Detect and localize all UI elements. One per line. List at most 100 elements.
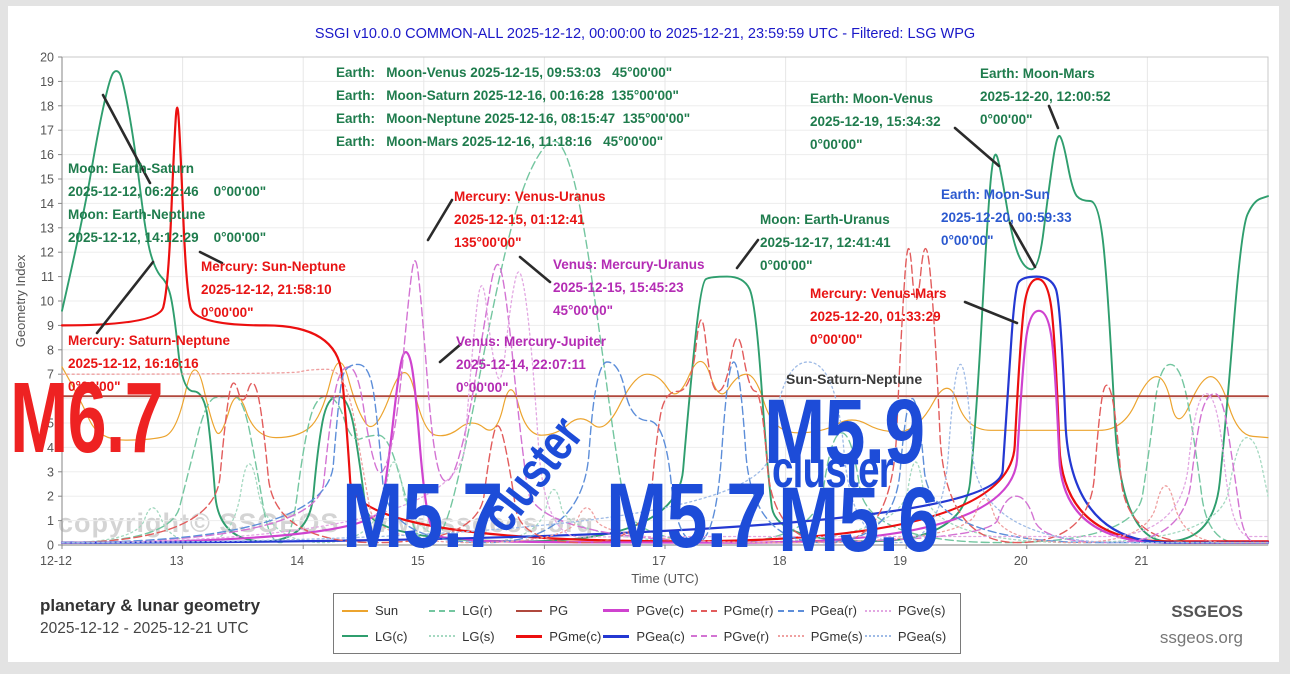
annotation-line: 135°00'00" [454,235,522,250]
legend-label: PGea(c) [636,628,685,644]
annotation-line: Mercury: Sun-Neptune [201,259,346,274]
x-tick-label: 15 [411,554,425,568]
annotation-line: 2025-12-20, 12:00:52 [980,89,1111,104]
y-axis-label: Geometry Index [13,254,28,347]
y-tick-label: 13 [40,221,54,235]
magnitude-m5-6: M5.6 [778,469,939,571]
annotation-line: 2025-12-17, 12:41:41 [760,235,891,250]
legend-label: PGme(r) [723,603,774,619]
legend-label: Sun [375,603,399,619]
footer-date-range: 2025-12-12 - 2025-12-21 UTC [40,620,249,637]
legend-label: LG(r) [462,603,493,619]
annotation-line: Earth: Moon-Neptune 2025-12-16, 08:15:47… [336,111,691,126]
annotation-line: Moon: Earth-Uranus [760,212,890,227]
legend-label: LG(c) [375,628,408,644]
legend-item-pgea_s: PGea(s) [864,628,952,644]
legend-line-sample [429,609,456,612]
annotation-line: 2025-12-15, 01:12:41 [454,212,585,227]
legend-line-sample [690,609,717,612]
y-tick-label: 4 [47,441,54,455]
y-tick-label: 0 [47,539,54,553]
y-tick-label: 14 [40,197,54,211]
legend-line-sample [777,635,804,638]
annotation-line: 0°00'00" [941,233,994,248]
annotation-mercury-venus-uranus: Mercury: Venus-Uranus 2025-12-15, 01:12:4… [454,185,606,254]
legend-line-sample [516,634,543,638]
annotation-line: 2025-12-15, 15:45:23 [553,280,684,295]
annotation-line: 45°00'00" [553,303,614,318]
legend-item-pgve_r: PGve(r) [690,629,778,644]
legend-item-lg_c: LG(c) [342,629,429,644]
legend-item-pgve_s: PGve(s) [864,603,952,618]
annotation-line: 0°00'00" [810,332,863,347]
annotation-line: Mercury: Venus-Uranus [454,189,606,204]
y-tick-label: 18 [40,99,54,113]
series-pgme_c [60,106,1270,543]
magnitude-m5-7-a: M5.7 [342,465,503,567]
legend-item-lg_r: LG(r) [429,603,516,618]
legend-line-sample [603,609,630,613]
x-axis-label: Time (UTC) [631,571,698,586]
annotation-line: Earth: Moon-Venus 2025-12-15, 09:53:03 4… [336,65,673,80]
annotation-line: 0°00'00" [201,305,254,320]
figure-background [8,6,1279,662]
series-pgme_r [61,248,1269,544]
x-tick-label: 19 [893,554,907,568]
series-pgve_r [61,260,1269,544]
series-pgea_s [61,361,1269,544]
legend: Sun LG(r) PG PGve(c) PGme(r) PGea(r) PGve(s) LG… [333,593,961,654]
annotation-line: Venus: Mercury-Jupiter [456,334,607,349]
annotation-earth-moon-venus: Earth: Moon-Venus 2025-12-19, 15:34:32 0°0… [810,87,941,156]
annotation-mercury-saturn-neptune: Mercury: Saturn-Neptune 2025-12-12, 16:16… [68,329,230,398]
legend-item-pgea_c: PGea(c) [603,629,690,644]
annotation-line: 0°00'00" [810,137,863,152]
legend-item-pgme_c: PGme(c) [516,629,603,644]
annotation-line: Earth: Moon-Mars 2025-12-16, 11:18:16 45… [336,134,664,149]
annotation-mercury-sun-neptune: Mercury: Sun-Neptune 2025-12-12, 21:58:10… [201,255,346,324]
annotation-venus-mercury-jupiter: Venus: Mercury-Jupiter 2025-12-14, 22:07:… [456,330,606,399]
annotation-line: 2025-12-14, 22:07:11 [456,357,586,372]
annotation-moon-earth-saturn-neptune: Moon: Earth-Saturn 2025-12-12, 06:22:46 0… [68,157,266,249]
legend-item-pgea_r: PGea(r) [777,603,865,619]
annotation-line: 0°00'00" [68,379,121,394]
annotation-line: 2025-12-20, 01:33:29 [810,309,941,324]
brand-name: SSGEOS [1171,602,1243,621]
annotation-line: 0°00'00" [760,258,813,273]
legend-label: PG [549,603,569,619]
legend-line-sample [342,609,368,612]
annotation-line: Earth: Moon-Sun [941,187,1050,202]
annotation-earth-moon-aspects: Earth: Moon-Venus 2025-12-15, 09:53:03 4… [336,61,690,153]
legend-label: PGea(s) [897,628,947,644]
cluster-label: cluster [772,441,894,499]
legend-label: PGme(c) [549,628,602,644]
magnitude-m5-7-b: M5.7 [606,465,767,567]
y-tick-label: 11 [41,270,54,284]
legend-line-sample [777,609,804,612]
x-tick-label: 18 [773,554,787,568]
legend-label: PGea(r) [810,603,857,619]
legend-item-pgme_s: PGme(s) [777,629,865,644]
annotation-line: Earth: Moon-Mars [980,66,1095,81]
magnitude-m6-7: M6.7 [10,362,164,474]
annotation-earth-moon-mars: Earth: Moon-Mars 2025-12-20, 12:00:52 0°00… [980,62,1111,131]
annotation-line: 0°00'00" [456,380,509,395]
annotation-pointer-line [95,260,155,335]
annotation-mercury-venus-mars: Mercury: Venus-Mars 2025-12-20, 01:33:29 0… [810,282,947,351]
annotation-line: Earth: Moon-Venus [810,91,934,106]
legend-line-sample [864,609,891,612]
y-tick-label: 7 [47,368,54,382]
y-tick-label: 9 [47,319,54,333]
annotation-pointer-line [518,255,552,284]
annotation-pointer-line [953,126,1001,168]
annotation-line: Mercury: Saturn-Neptune [68,333,231,348]
series-sun [61,360,1269,441]
annotation-line: 0°00'00" [980,112,1033,127]
annotation-line: 2025-12-12, 16:16:16 [68,356,199,371]
legend-line-sample [690,635,717,638]
annotation-line: Venus: Mercury-Uranus [553,257,705,272]
legend-item-lg_s: LG(s) [429,629,516,644]
y-tick-label: 3 [47,465,54,479]
x-tick-label: 13 [170,554,184,568]
